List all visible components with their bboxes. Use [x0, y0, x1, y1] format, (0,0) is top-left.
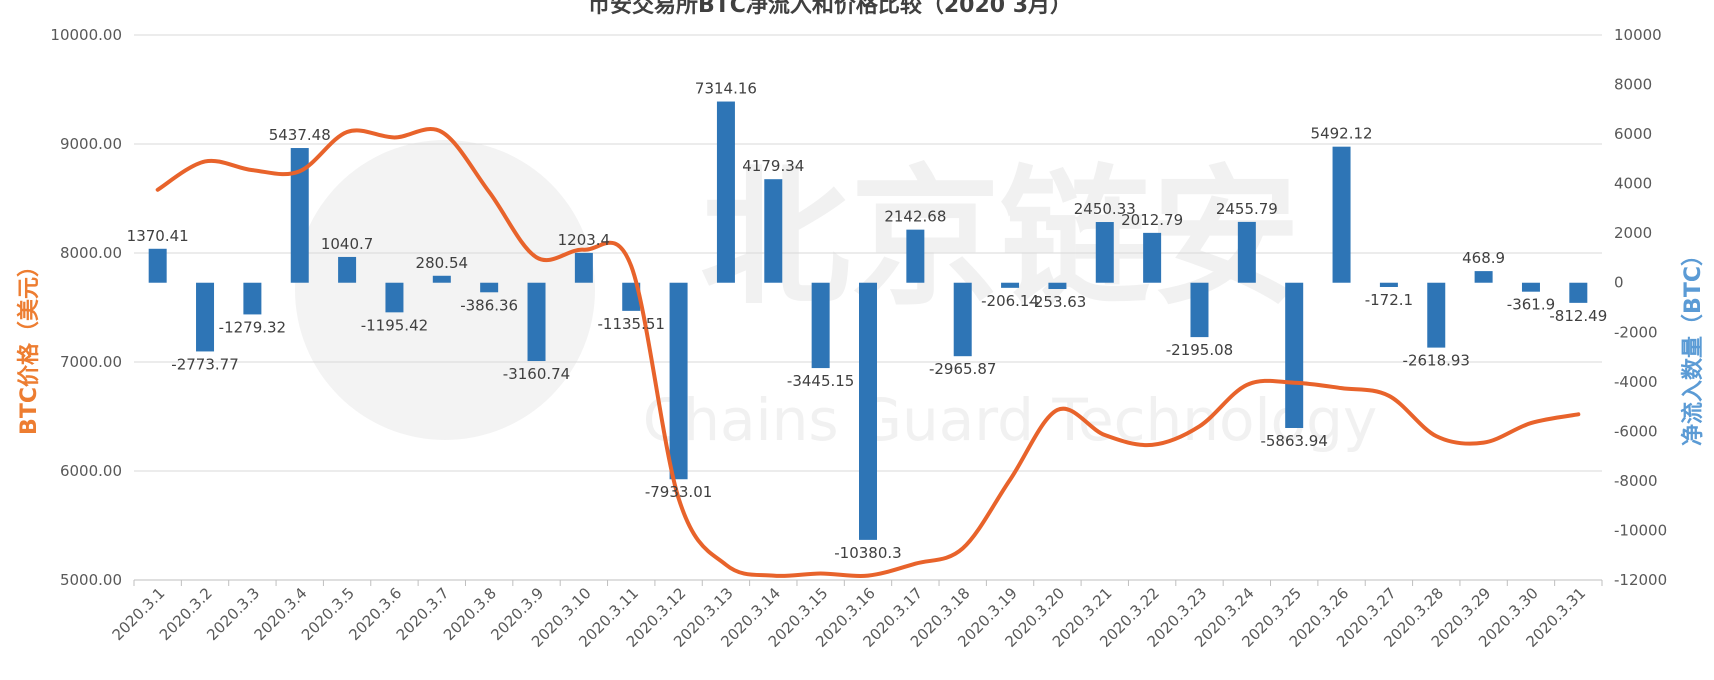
bar	[480, 283, 498, 293]
bar-data-label: 5437.48	[269, 126, 331, 144]
bar	[1190, 283, 1208, 337]
bar	[196, 283, 214, 352]
bar	[1096, 222, 1114, 283]
bar-data-label: -10380.3	[834, 544, 901, 562]
bar	[1048, 283, 1066, 289]
y-right-tick-label: -12000	[1614, 571, 1667, 589]
bar	[1569, 283, 1587, 303]
bar-data-label: 4179.34	[742, 157, 804, 175]
bar	[812, 283, 830, 368]
y-right-tick-label: -2000	[1614, 323, 1658, 341]
y-right-tick-label: 8000	[1614, 76, 1652, 94]
y-left-tick-label: 8000.00	[60, 244, 122, 262]
y-left-tick-label: 9000.00	[60, 135, 122, 153]
bar-data-label: 7314.16	[695, 80, 757, 98]
bar-data-label: -2965.87	[929, 360, 996, 378]
bar	[670, 283, 688, 480]
y-axis-right-label: 净流入数量（BTC）	[1680, 244, 1706, 446]
bar	[1001, 283, 1019, 288]
bar	[1475, 271, 1493, 283]
bar	[149, 249, 167, 283]
y-right-tick-label: -10000	[1614, 521, 1667, 539]
bar	[1333, 147, 1351, 283]
bar-data-label: -812.49	[1549, 307, 1607, 325]
bar	[575, 253, 593, 283]
watermark: 北京链安 Chains Guard Technology	[295, 140, 1377, 454]
bar-data-label: 2012.79	[1121, 211, 1183, 229]
bar	[1143, 233, 1161, 283]
bar-data-label: -3160.74	[503, 365, 570, 383]
bar-data-label: 5492.12	[1311, 125, 1373, 143]
bar-data-label: -361.9	[1507, 296, 1555, 314]
bar-data-label: 1370.41	[127, 227, 189, 245]
bar	[717, 102, 735, 283]
bar-data-label: 2142.68	[884, 208, 946, 226]
y-right-tick-label: 6000	[1614, 125, 1652, 143]
y-right-tick-label: 4000	[1614, 175, 1652, 193]
bar	[1238, 222, 1256, 283]
bar	[859, 283, 877, 540]
y-left-tick-label: 7000.00	[60, 353, 122, 371]
bar	[1380, 283, 1398, 287]
bar-data-label: 280.54	[416, 254, 469, 272]
bar	[433, 276, 451, 283]
bar-data-label: -2773.77	[171, 355, 238, 373]
y-right-tick-label: 2000	[1614, 224, 1652, 242]
bar-data-label: -2618.93	[1403, 352, 1470, 370]
bar-data-label: -7933.01	[645, 483, 712, 501]
y-left-tick-label: 5000.00	[60, 571, 122, 589]
y-right-tick-label: -4000	[1614, 373, 1658, 391]
bar-data-label: -1195.42	[361, 316, 428, 334]
bar-data-label: 1040.7	[321, 235, 374, 253]
bar-data-label: -172.1	[1365, 291, 1413, 309]
bar	[906, 230, 924, 283]
bar-data-label: 2455.79	[1216, 200, 1278, 218]
bar-data-label: -2195.08	[1166, 341, 1233, 359]
y-left-tick-label: 10000.00	[50, 26, 122, 44]
y-right-tick-label: -6000	[1614, 422, 1658, 440]
bar	[764, 179, 782, 283]
bar-data-label: -1135.51	[597, 315, 664, 333]
bar	[1522, 283, 1540, 292]
bar-data-label: -5863.94	[1260, 432, 1327, 450]
bar-data-label: -3445.15	[787, 372, 854, 390]
y-axis-left-label: BTC价格（美元）	[16, 255, 42, 435]
bar	[1427, 283, 1445, 348]
bar	[338, 257, 356, 283]
bar-data-label: 1203.4	[558, 231, 611, 249]
bar-data-label: -1279.32	[219, 318, 286, 336]
bar-data-label: 468.9	[1462, 249, 1505, 267]
y-left-tick-label: 6000.00	[60, 462, 122, 480]
bar	[954, 283, 972, 356]
y-right-tick-label: -8000	[1614, 472, 1658, 490]
bar	[243, 283, 261, 315]
chart-title: 币安交易所BTC净流入和价格比较（2020 3月）	[588, 0, 1072, 18]
watermark-logo	[295, 140, 595, 440]
bar	[385, 283, 403, 313]
y-right-tick-label: 0	[1614, 274, 1624, 292]
bar	[528, 283, 546, 361]
bar-data-label: -253.63	[1028, 293, 1086, 311]
y-right-tick-label: 10000	[1614, 26, 1662, 44]
bar	[1285, 283, 1303, 428]
bar-data-label: -386.36	[460, 296, 518, 314]
